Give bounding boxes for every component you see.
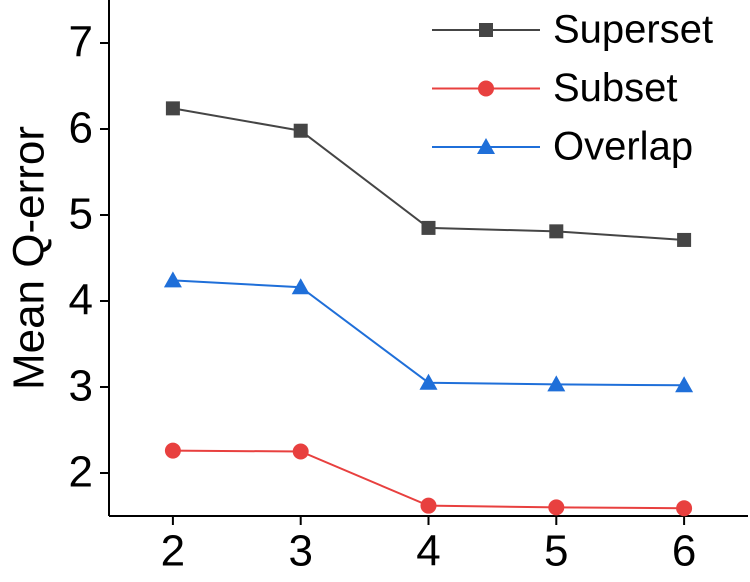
y-tick-label: 2 <box>69 448 93 497</box>
marker <box>419 373 438 390</box>
legend-marker <box>477 138 495 154</box>
marker <box>292 443 309 460</box>
legend-marker <box>478 80 494 97</box>
y-tick-label: 4 <box>69 276 93 325</box>
marker <box>420 497 437 514</box>
marker <box>549 224 564 239</box>
x-tick-label: 3 <box>288 527 312 576</box>
series-line <box>172 279 685 387</box>
marker <box>291 278 310 295</box>
marker <box>421 220 436 235</box>
marker <box>165 101 180 116</box>
legend-marker <box>479 23 493 37</box>
x-tick-label: 5 <box>544 527 568 576</box>
marker <box>548 499 565 516</box>
x-tick-label: 2 <box>161 527 185 576</box>
marker <box>293 123 308 138</box>
y-axis-label: Mean Q-error <box>5 126 54 390</box>
legend-label: Superset <box>553 8 713 52</box>
marker <box>163 271 182 288</box>
x-tick-label: 6 <box>672 527 696 576</box>
y-tick-label: 3 <box>69 362 93 411</box>
marker <box>547 375 566 392</box>
marker <box>676 500 693 517</box>
marker <box>164 442 181 459</box>
x-tick-label: 4 <box>416 527 440 576</box>
y-tick-label: 6 <box>69 104 93 153</box>
legend-label: Subset <box>553 66 678 110</box>
marker <box>675 376 694 393</box>
y-tick-label: 7 <box>69 18 93 67</box>
legend-label: Overlap <box>553 125 693 169</box>
marker <box>677 232 692 247</box>
y-tick-label: 5 <box>69 190 93 239</box>
